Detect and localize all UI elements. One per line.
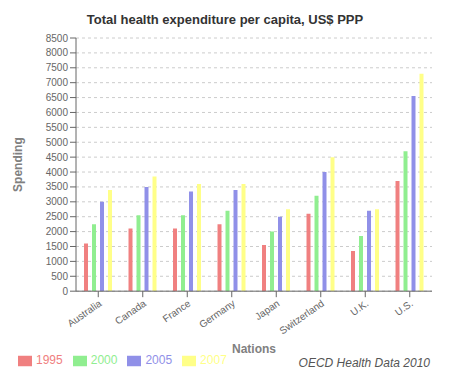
svg-text:3000: 3000: [46, 196, 69, 207]
svg-text:4000: 4000: [46, 167, 69, 178]
svg-text:2000: 2000: [46, 226, 69, 237]
svg-text:5500: 5500: [46, 122, 69, 133]
svg-text:U.K.: U.K.: [348, 298, 370, 318]
html-text:OECD Health Data 2010: OECD Health Data 2010: [298, 356, 430, 370]
svg-text:2500: 2500: [46, 211, 69, 222]
svg-text:1000: 1000: [46, 256, 69, 267]
svg-text:5000: 5000: [46, 137, 69, 148]
html-text:1995: 1995: [36, 353, 63, 368]
svg-text:Germany: Germany: [197, 298, 237, 331]
svg-text:Switzerland: Switzerland: [277, 298, 326, 337]
svg-text:6000: 6000: [46, 107, 69, 118]
svg-text:U.S.: U.S.: [393, 298, 415, 318]
svg-text:Australia: Australia: [65, 297, 104, 329]
svg-text:Japan: Japan: [253, 298, 282, 323]
svg-text:6500: 6500: [46, 92, 69, 103]
html-text:Total health expenditure per c: Total health expenditure per capita, US$…: [86, 12, 364, 27]
svg-text:8000: 8000: [46, 47, 69, 58]
html-text:2005: 2005: [145, 353, 173, 368]
svg-text:Nations: Nations: [232, 342, 276, 356]
svg-text:0: 0: [62, 286, 68, 297]
svg-text:500: 500: [51, 271, 68, 282]
svg-text:7000: 7000: [46, 77, 69, 88]
svg-text:France: France: [161, 297, 193, 324]
svg-text:8500: 8500: [46, 33, 69, 44]
html-text:2000: 2000: [90, 353, 118, 368]
svg-text:3500: 3500: [46, 181, 69, 192]
svg-text:4500: 4500: [46, 152, 69, 163]
svg-text:7500: 7500: [46, 62, 69, 73]
svg-text:Spending: Spending: [11, 137, 25, 192]
html-text:2007: 2007: [200, 353, 227, 368]
svg-text:1500: 1500: [46, 241, 69, 252]
svg-text:Canada: Canada: [113, 297, 148, 326]
